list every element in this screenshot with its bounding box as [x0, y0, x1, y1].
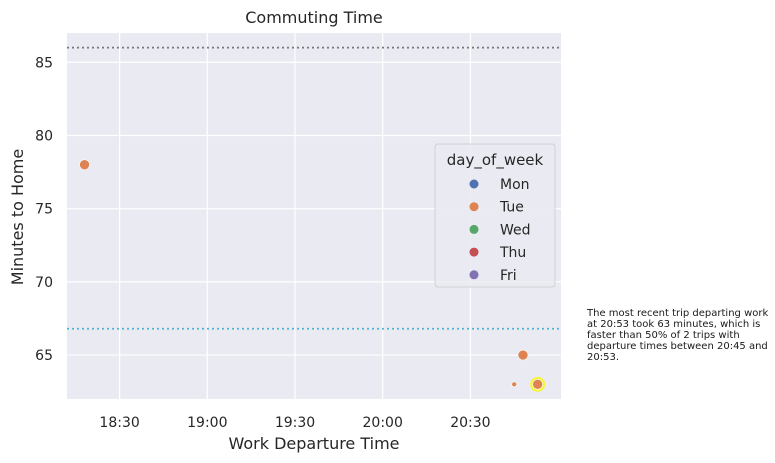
- reference-lines: [67, 46, 561, 330]
- annotation-note: The most recent trip departing work at 2…: [587, 308, 769, 363]
- y-tick-labels: 65 70 75 80 85: [35, 55, 53, 364]
- legend-label: Mon: [500, 177, 530, 193]
- data-point: [517, 349, 529, 361]
- legend-marker: [469, 179, 479, 189]
- legend: day_of_week Mon Tue Wed Thu Fri: [434, 143, 556, 288]
- legend-marker: [469, 270, 479, 280]
- y-axis-label: Minutes to Home: [8, 149, 27, 285]
- y-tick-label: 65: [35, 348, 53, 364]
- legend-label: Wed: [500, 222, 531, 238]
- legend-items: Mon Tue Wed Thu Fri: [469, 177, 531, 284]
- data-point: [511, 381, 518, 388]
- x-tick-labels: 18:30 19:00 19:30 20:00 20:30: [99, 415, 490, 431]
- legend-marker: [469, 247, 479, 257]
- x-tick-label: 20:00: [363, 415, 403, 431]
- data-point: [79, 159, 90, 171]
- chart-title: Commuting Time: [245, 8, 383, 27]
- data-point: [532, 379, 543, 390]
- legend-marker: [469, 202, 479, 212]
- y-tick-label: 75: [35, 202, 53, 218]
- y-tick-label: 70: [35, 275, 53, 291]
- legend-box: [434, 143, 556, 288]
- y-tick-label: 85: [35, 55, 53, 71]
- x-axis-label: Work Departure Time: [228, 434, 399, 453]
- x-tick-label: 18:30: [99, 415, 139, 431]
- y-tick-label: 80: [35, 128, 53, 144]
- x-tick-label: 19:30: [275, 415, 315, 431]
- legend-label: Fri: [500, 268, 517, 284]
- legend-label: Tue: [499, 200, 524, 216]
- x-tick-label: 19:00: [187, 415, 227, 431]
- x-tick-label: 20:30: [450, 415, 490, 431]
- data-points: [79, 159, 546, 392]
- legend-label: Thu: [499, 245, 526, 261]
- legend-title: day_of_week: [447, 151, 544, 170]
- legend-marker: [469, 224, 479, 234]
